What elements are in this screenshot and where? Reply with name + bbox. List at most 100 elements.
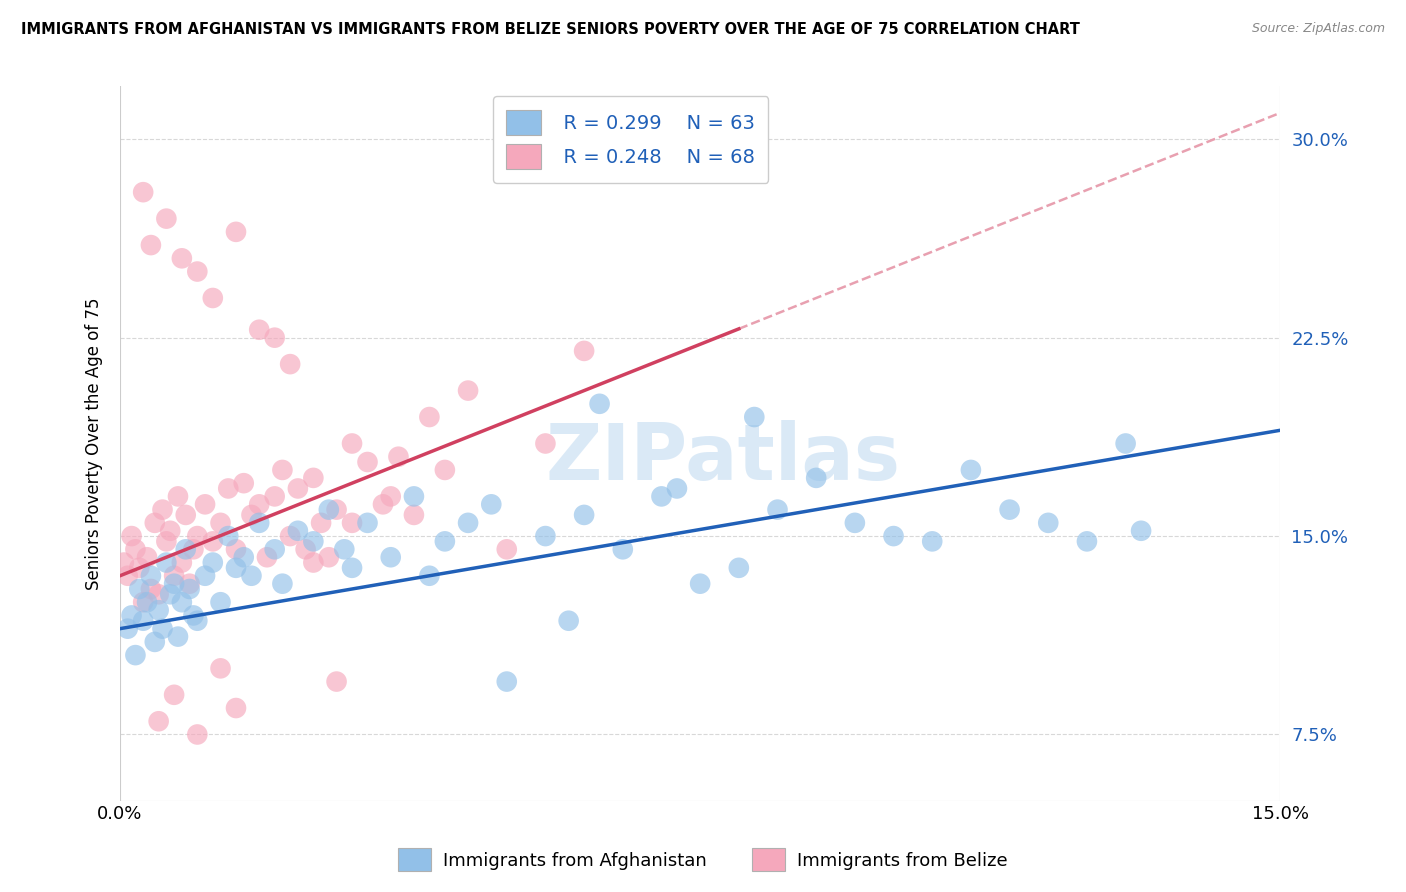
Point	[883, 529, 905, 543]
Point	[139, 582, 162, 596]
Point	[183, 608, 205, 623]
Point	[325, 674, 347, 689]
Point	[117, 622, 139, 636]
Point	[766, 502, 789, 516]
Point	[163, 568, 186, 582]
Point	[186, 727, 208, 741]
Point	[402, 489, 425, 503]
Point	[960, 463, 983, 477]
Point	[921, 534, 943, 549]
Point	[495, 542, 517, 557]
Point	[271, 576, 294, 591]
Point	[186, 614, 208, 628]
Point	[132, 185, 155, 199]
Legend: Immigrants from Afghanistan, Immigrants from Belize: Immigrants from Afghanistan, Immigrants …	[391, 841, 1015, 879]
Point	[402, 508, 425, 522]
Point	[209, 661, 232, 675]
Point	[179, 576, 201, 591]
Point	[457, 516, 479, 530]
Point	[132, 614, 155, 628]
Point	[325, 502, 347, 516]
Point	[302, 534, 325, 549]
Point	[225, 701, 247, 715]
Point	[287, 524, 309, 538]
Point	[232, 550, 254, 565]
Point	[340, 561, 363, 575]
Point	[665, 482, 688, 496]
Point	[588, 397, 610, 411]
Point	[170, 252, 193, 266]
Text: ZIPatlas: ZIPatlas	[546, 420, 901, 496]
Legend:   R = 0.299    N = 63,   R = 0.248    N = 68: R = 0.299 N = 63, R = 0.248 N = 68	[492, 96, 769, 183]
Point	[186, 264, 208, 278]
Point	[356, 455, 378, 469]
Point	[650, 489, 672, 503]
Point	[167, 489, 190, 503]
Point	[727, 561, 749, 575]
Point	[112, 556, 135, 570]
Point	[433, 534, 456, 549]
Point	[294, 542, 316, 557]
Point	[418, 568, 440, 582]
Point	[179, 582, 201, 596]
Point	[534, 436, 557, 450]
Point	[1130, 524, 1153, 538]
Point	[194, 568, 217, 582]
Point	[340, 516, 363, 530]
Point	[278, 529, 301, 543]
Point	[201, 291, 224, 305]
Point	[128, 561, 150, 575]
Point	[689, 576, 711, 591]
Point	[159, 587, 181, 601]
Point	[132, 595, 155, 609]
Point	[155, 534, 177, 549]
Point	[1076, 534, 1098, 549]
Point	[612, 542, 634, 557]
Point	[318, 550, 340, 565]
Point	[247, 497, 270, 511]
Point	[479, 497, 502, 511]
Point	[225, 542, 247, 557]
Point	[572, 508, 595, 522]
Point	[170, 556, 193, 570]
Point	[152, 502, 174, 516]
Point	[117, 568, 139, 582]
Point	[225, 225, 247, 239]
Point	[380, 550, 402, 565]
Point	[194, 497, 217, 511]
Point	[318, 502, 340, 516]
Point	[167, 630, 190, 644]
Point	[240, 508, 263, 522]
Point	[121, 608, 143, 623]
Point	[263, 489, 285, 503]
Point	[263, 542, 285, 557]
Point	[495, 674, 517, 689]
Point	[124, 542, 146, 557]
Point	[742, 410, 765, 425]
Point	[557, 614, 579, 628]
Point	[209, 595, 232, 609]
Point	[217, 482, 239, 496]
Point	[333, 542, 356, 557]
Point	[302, 471, 325, 485]
Point	[247, 516, 270, 530]
Point	[139, 568, 162, 582]
Point	[302, 556, 325, 570]
Point	[186, 529, 208, 543]
Point	[433, 463, 456, 477]
Point	[136, 595, 159, 609]
Point	[371, 497, 394, 511]
Point	[174, 542, 197, 557]
Point	[155, 556, 177, 570]
Point	[148, 714, 170, 729]
Point	[136, 550, 159, 565]
Point	[806, 471, 828, 485]
Point	[217, 529, 239, 543]
Point	[225, 561, 247, 575]
Point	[163, 576, 186, 591]
Point	[418, 410, 440, 425]
Point	[534, 529, 557, 543]
Point	[143, 516, 166, 530]
Point	[356, 516, 378, 530]
Point	[572, 343, 595, 358]
